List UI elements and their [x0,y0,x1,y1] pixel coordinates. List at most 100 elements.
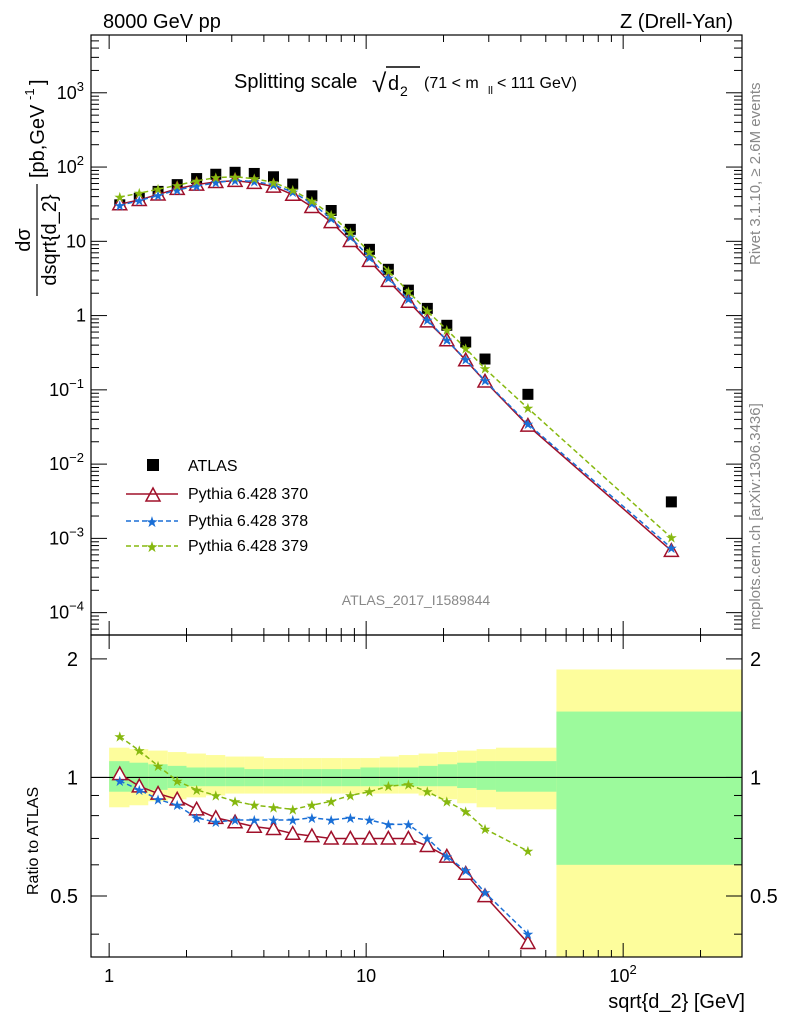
ratio-point-p379: ★ [363,785,376,801]
point-p378: ★ [522,417,535,433]
ratio-point-p378: ★ [382,817,395,833]
ratio-point-p370 [400,829,417,845]
ratio-point-p379: ★ [152,759,165,775]
point-p378: ★ [248,174,261,190]
atlas-data-point [665,496,677,508]
ratio-point-p378: ★ [210,815,223,831]
point-p370 [284,186,302,202]
legend-marker-p379: ★ [145,538,158,556]
ratio-point-p379: ★ [441,794,454,810]
title-range-sub: ll [488,85,493,97]
atlas-data-point [267,171,279,183]
ratio-point-p370 [419,837,436,853]
ratio-point-p370 [188,800,205,816]
x-tick-label: 102 [610,962,637,986]
point-p378: ★ [286,185,299,201]
point-p378: ★ [402,292,415,308]
ratio-point-p379: ★ [306,798,319,814]
atlas-data-point [421,302,433,314]
ratio-point-p379: ★ [344,788,357,804]
ratio-point-p370 [457,865,474,880]
ratio-point-p370 [342,829,359,845]
ratio-frame [90,634,743,958]
point-p370 [519,417,537,432]
point-p379: ★ [459,341,472,357]
atlas-data-point [460,336,472,348]
point-p379: ★ [325,208,338,224]
ratio-point-p378: ★ [363,813,376,829]
point-p370 [438,331,456,347]
ratio-point-p370 [168,790,186,806]
point-p370 [342,232,359,248]
point-p379: ★ [479,362,492,378]
inner-band-segment [457,762,477,789]
x-tick-label: 10 [356,966,376,986]
point-p379: ★ [421,304,434,320]
ratio-point-p379: ★ [113,730,126,746]
ratio-point-p370 [111,765,129,781]
ratio-point-p379: ★ [325,794,338,810]
series-line-p378 [119,179,672,549]
title-sqrt-sub: 2 [400,83,408,99]
point-p379: ★ [306,194,319,210]
ratio-y-tick-label-left: 2 [67,649,78,671]
series-line-p370 [119,179,672,552]
ratio-point-p370 [303,827,321,843]
point-p370 [663,542,680,558]
ratio-point-p379: ★ [267,800,280,816]
ratio-point-p379: ★ [479,822,492,838]
ratio-point-p379: ★ [210,788,223,804]
ratio-point-p379: ★ [133,744,146,760]
ratio-point-p378: ★ [441,849,454,865]
ratio-point-p370 [322,829,340,845]
ratio-point-p370 [207,809,225,825]
ratio-point-p378: ★ [479,886,492,902]
ratio-point-p379: ★ [248,798,261,814]
main-y-tick-label: 10 [66,231,86,251]
point-p378: ★ [190,179,203,195]
x-tick-label: 1 [104,966,114,986]
atlas-data-point [287,178,299,190]
ratio-point-p370 [361,829,378,845]
point-p370 [380,272,397,288]
ratio-line-p378 [119,780,529,935]
point-p379: ★ [286,183,299,199]
point-p370 [168,180,186,196]
ratio-point-p378: ★ [152,792,165,808]
point-p379: ★ [190,174,203,190]
title-sqrt-symbol: √ [372,68,387,98]
point-p379: ★ [363,245,376,261]
ratio-y-tick-label-right: 1 [750,767,761,789]
ratio-point-p378: ★ [306,811,319,827]
ratio-point-p378: ★ [171,798,184,814]
point-p379: ★ [113,190,126,206]
atlas-data-point [441,319,453,331]
ratio-point-p379: ★ [522,844,535,860]
point-p379: ★ [402,284,415,300]
atlas-data-point [363,243,375,255]
atlas-data-point [382,263,394,275]
point-p378: ★ [363,250,376,266]
point-p378: ★ [441,333,454,349]
ratio-point-p370 [265,820,282,836]
ratio-point-p378: ★ [248,813,261,829]
ratio-point-p379: ★ [402,777,415,793]
y-label-numerator: dσ [13,228,35,252]
inner-band-segment [437,764,458,787]
main-series: ★ ★ ★ ★ ★ ★ ★ ★ ★ ★★★★★★★★★★★★★★ ★ ★ ★ ★ ★ ★ ★ ★ ★★★★★★★★★… [111,166,680,558]
main-y-tick-label: 103 [57,79,84,103]
main-y-tick-label: 10−3 [49,524,84,548]
legend-label-p378: Pythia 6.428 378 [188,513,308,530]
point-p378: ★ [665,541,678,557]
point-p379: ★ [267,175,280,191]
inner-band-segment [556,711,742,865]
ratio-point-p378: ★ [267,813,280,829]
point-p378: ★ [171,183,184,199]
ratio-y-tick-label-right: 2 [750,649,761,671]
plot-title: Splitting scale √ d 2 (71 < m ll < 111 G… [234,66,577,99]
main-y-tick-label: 1 [76,306,86,326]
point-p379: ★ [229,170,242,186]
ratio-point-p370 [476,887,494,903]
ratio-line-p379 [119,735,529,852]
point-p379: ★ [152,182,165,198]
